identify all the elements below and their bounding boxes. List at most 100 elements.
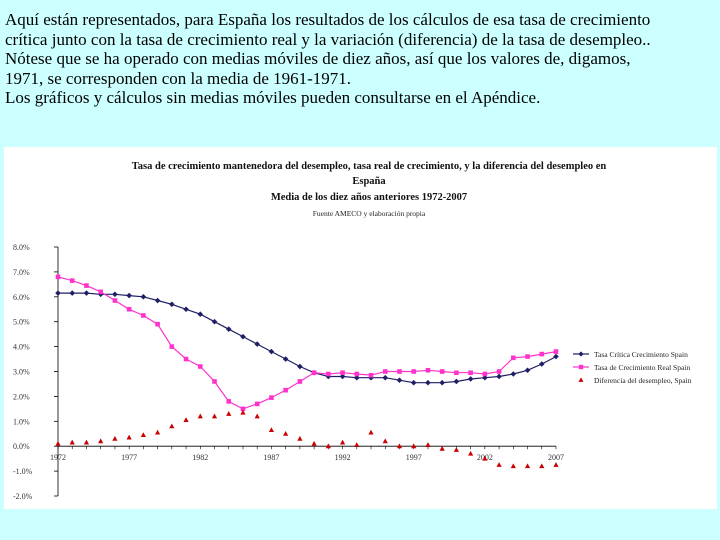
data-point <box>283 430 289 436</box>
data-point <box>496 462 502 467</box>
data-point <box>55 440 61 446</box>
data-point <box>212 379 217 384</box>
data-point <box>55 290 61 296</box>
data-point <box>511 355 516 361</box>
data-point <box>269 395 274 400</box>
y-tick-label: 0.0% <box>13 442 30 451</box>
legend-label: Tasa de Crecimiento Real Spain <box>594 363 690 372</box>
legend-label: Tasa Crítica Crecimiento Spain <box>594 350 688 359</box>
data-point <box>454 370 459 376</box>
legend-marker <box>578 351 584 357</box>
data-point <box>410 379 417 386</box>
data-point <box>283 387 288 393</box>
data-point <box>98 289 103 295</box>
data-point <box>254 341 260 347</box>
data-point <box>55 274 61 280</box>
y-tick-label: 4.0% <box>13 343 30 352</box>
data-point <box>326 371 331 377</box>
data-point <box>112 291 118 298</box>
data-point <box>197 311 204 318</box>
series-3 <box>55 409 559 469</box>
data-point <box>539 351 545 357</box>
data-point <box>268 427 275 433</box>
data-point <box>69 290 76 296</box>
data-point <box>155 429 161 435</box>
data-point <box>154 297 161 304</box>
data-point <box>382 374 389 381</box>
y-tick-label: 5.0% <box>13 318 30 327</box>
data-point <box>368 429 374 435</box>
x-tick-label: 1992 <box>335 453 351 462</box>
intro-text: Aquí están representados, para España lo… <box>5 10 717 108</box>
data-point <box>411 369 417 374</box>
data-point <box>325 373 332 380</box>
data-point <box>297 379 303 384</box>
data-point <box>83 439 90 445</box>
data-point <box>254 401 260 407</box>
data-point <box>297 363 303 370</box>
data-point <box>183 356 189 362</box>
data-point <box>453 378 460 385</box>
data-point <box>141 313 146 318</box>
data-point <box>325 443 331 449</box>
legend-entry: Tasa de Crecimiento Real Spain <box>573 363 690 372</box>
chart-title: Tasa de crecimiento mantenedora del dese… <box>132 161 607 172</box>
data-point <box>510 371 517 377</box>
data-point <box>496 369 502 374</box>
data-point <box>524 463 531 469</box>
data-point <box>240 409 246 415</box>
data-point <box>453 447 459 452</box>
data-point <box>240 406 246 412</box>
data-point <box>354 374 360 381</box>
data-point <box>482 374 488 381</box>
series-line <box>57 276 557 410</box>
data-point <box>382 438 388 444</box>
intro-line: Los gráficos y cálculos sin medias móvil… <box>5 88 541 108</box>
legend-marker <box>578 377 584 382</box>
data-point <box>425 379 431 386</box>
legend-entry: Tasa Crítica Crecimiento Spain <box>573 350 688 359</box>
data-point <box>268 348 275 355</box>
data-point <box>482 371 488 377</box>
data-point <box>240 333 246 340</box>
data-point <box>382 369 388 374</box>
x-tick-label: 1987 <box>263 453 279 462</box>
data-point <box>368 374 374 381</box>
intro-line: 1971, se corresponden con la media de 19… <box>5 68 352 88</box>
data-point <box>297 435 303 441</box>
data-point <box>69 439 75 445</box>
data-point <box>69 278 75 283</box>
y-tick-label: 3.0% <box>13 368 30 377</box>
data-point <box>155 321 160 327</box>
data-point <box>197 364 203 369</box>
data-point <box>439 379 445 386</box>
x-tick-label: 1982 <box>192 453 208 462</box>
data-point <box>112 435 118 441</box>
chart-title-line-2: España <box>352 176 386 187</box>
chart-panel: Tasa de crecimiento mantenedora del dese… <box>4 147 717 509</box>
intro-line: crítica junto con la tasa de crecimiento… <box>5 29 651 49</box>
data-point <box>468 370 473 376</box>
y-tick-label: 2.0% <box>13 392 30 401</box>
data-point <box>553 349 559 354</box>
intro-line: Nótese que se ha operado con medias móvi… <box>5 49 631 69</box>
x-tick-label: 2007 <box>548 453 564 462</box>
data-point <box>126 434 132 440</box>
series-line <box>58 292 557 384</box>
data-point <box>354 442 360 447</box>
data-point <box>84 283 89 288</box>
legend-entry: Diferencia del desempleo, Spain <box>578 376 692 385</box>
data-point <box>197 413 203 419</box>
data-point <box>468 450 474 456</box>
data-point <box>538 361 545 367</box>
series-2 <box>55 274 559 412</box>
data-point <box>368 372 374 378</box>
legend-marker <box>578 364 584 370</box>
data-point <box>510 463 516 469</box>
data-point <box>467 376 474 382</box>
data-point <box>169 344 175 349</box>
data-point <box>211 318 218 325</box>
data-point <box>169 301 175 308</box>
data-point <box>396 377 403 384</box>
intro-line: Aquí están representados, para España lo… <box>5 10 651 29</box>
